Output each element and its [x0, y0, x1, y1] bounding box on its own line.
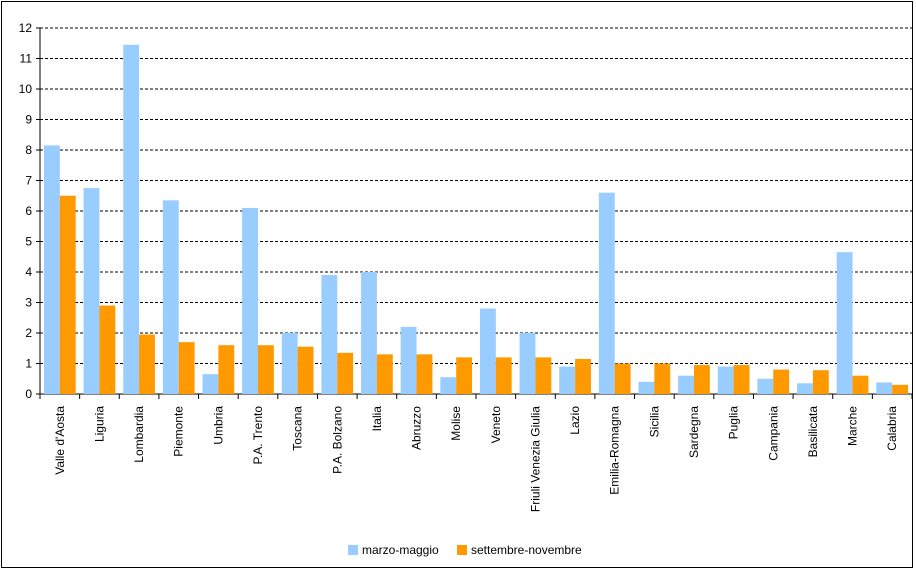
x-tick-label: Sardegna [687, 406, 701, 458]
x-tick-label: Basilicata [806, 406, 820, 458]
bar-settembre-novembre [99, 305, 116, 394]
bar-marzo-maggio [559, 366, 576, 394]
x-tick-label: Valle d'Aosta [53, 406, 67, 475]
bar-marzo-maggio [440, 377, 457, 394]
bar-settembre-novembre [218, 345, 235, 394]
bar-settembre-novembre [376, 354, 393, 394]
bar-marzo-maggio [598, 192, 615, 394]
y-tick-label: 9 [25, 113, 32, 127]
y-tick-label: 5 [25, 235, 32, 249]
bar-marzo-maggio [717, 366, 734, 394]
bar-settembre-novembre [297, 346, 314, 394]
bar-marzo-maggio [876, 382, 893, 394]
bar-settembre-novembre [614, 363, 631, 394]
x-tick-label: Campania [766, 406, 780, 461]
y-tick-label: 3 [25, 296, 32, 310]
bar-marzo-maggio [836, 252, 853, 394]
bar-settembre-novembre [892, 384, 909, 394]
bar-marzo-maggio [202, 374, 219, 394]
x-tick-label: Lazio [568, 406, 582, 435]
x-tick-label: Veneto [489, 406, 503, 444]
x-tick-label: P.A. Trento [251, 406, 265, 465]
y-tick-label: 10 [19, 82, 33, 96]
bar-settembre-novembre [773, 369, 790, 394]
x-tick-label: Abruzzo [410, 406, 424, 450]
bar-settembre-novembre [812, 370, 829, 394]
y-tick-label: 11 [20, 52, 33, 66]
bar-settembre-novembre [575, 358, 591, 394]
bar-settembre-novembre [495, 357, 512, 394]
x-tick-label: Umbria [211, 406, 225, 445]
x-tick-label: Molise [449, 406, 463, 441]
x-tick-label: Sicilia [647, 406, 661, 438]
bar-settembre-novembre [416, 354, 433, 394]
bar-marzo-maggio [797, 383, 813, 394]
x-tick-label: Toscana [291, 406, 305, 451]
bar-settembre-novembre [654, 363, 671, 394]
x-tick-label: Friuli Venezia Giulia [528, 406, 542, 512]
bar-settembre-novembre [535, 357, 552, 394]
bar-marzo-maggio [43, 145, 60, 394]
x-tick-label: Puglia [727, 406, 741, 440]
bar-marzo-maggio [400, 326, 417, 394]
y-tick-label: 0 [25, 387, 32, 401]
bar-settembre-novembre [139, 334, 155, 394]
bar-marzo-maggio [519, 333, 536, 394]
bar-marzo-maggio [162, 200, 179, 394]
bar-settembre-novembre [258, 345, 274, 394]
y-tick-label: 6 [25, 204, 32, 218]
bar-marzo-maggio [281, 333, 298, 394]
x-tick-label: P.A. Bolzano [330, 406, 344, 474]
x-tick-label: Marche [846, 406, 860, 446]
x-tick-label: Piemonte [172, 406, 186, 457]
y-tick-label: 2 [25, 326, 32, 340]
bar-settembre-novembre [59, 195, 76, 394]
bar-settembre-novembre [337, 352, 354, 394]
legend-label: marzo-maggio [362, 543, 439, 557]
y-tick-label: 7 [25, 174, 32, 188]
y-tick-label: 12 [19, 21, 33, 35]
y-tick-label: 1 [25, 357, 32, 371]
bar-settembre-novembre [694, 365, 710, 394]
bar-marzo-maggio [123, 44, 140, 395]
x-tick-label: Emilia-Romagna [608, 406, 622, 495]
x-tick-label: Lombardia [132, 406, 146, 463]
legend-swatch [348, 545, 358, 555]
x-tick-label: Italia [370, 406, 384, 432]
bar-marzo-maggio [83, 188, 100, 394]
bar-settembre-novembre [852, 375, 869, 394]
legend-swatch [457, 545, 467, 555]
y-tick-label: 4 [25, 265, 32, 279]
legend-label: settembre-novembre [471, 543, 582, 557]
x-tick-label: Liguria [92, 406, 106, 442]
bar-marzo-maggio [479, 308, 496, 394]
x-tick-label: Calabria [885, 406, 899, 451]
bar-marzo-maggio [321, 275, 338, 394]
bar-marzo-maggio [242, 207, 258, 394]
bar-marzo-maggio [361, 272, 377, 394]
bar-marzo-maggio [638, 381, 655, 394]
bar-settembre-novembre [733, 365, 750, 394]
bar-marzo-maggio [678, 375, 694, 394]
bar-marzo-maggio [757, 378, 774, 394]
y-tick-label: 8 [25, 143, 32, 157]
bar-settembre-novembre [178, 342, 195, 394]
bar-settembre-novembre [456, 357, 473, 394]
